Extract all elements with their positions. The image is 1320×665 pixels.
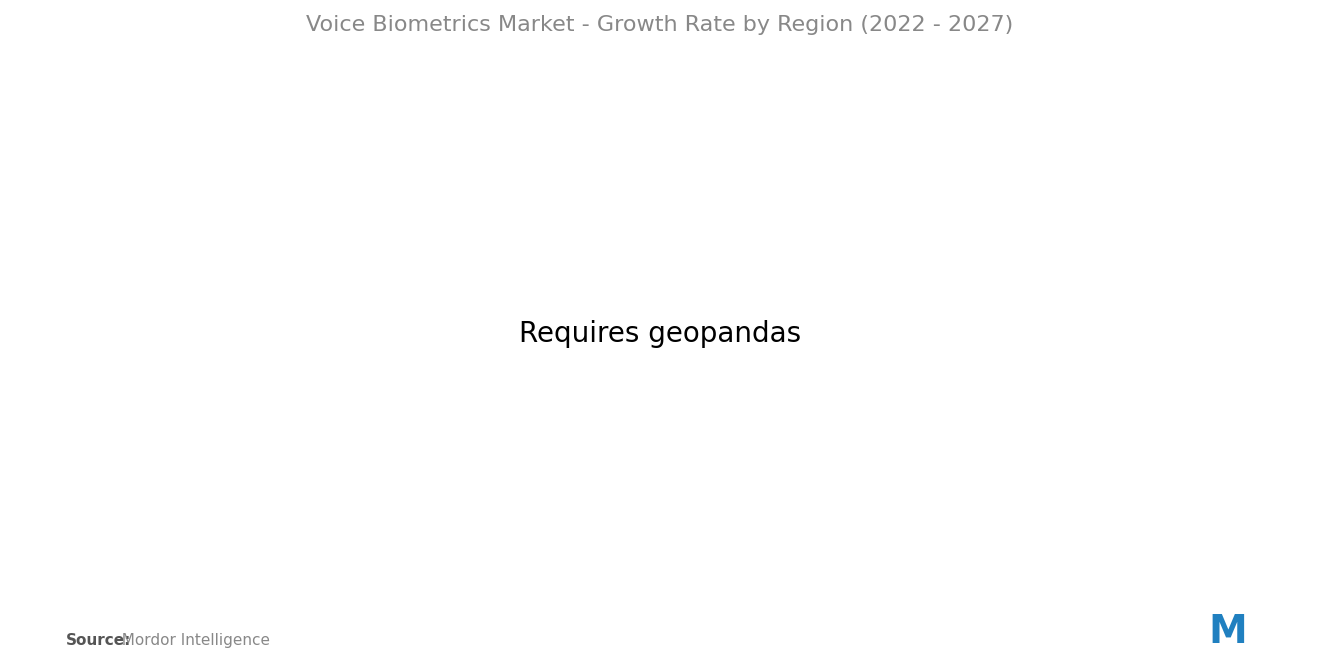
Text: Requires geopandas: Requires geopandas: [519, 321, 801, 348]
Text: Mordor Intelligence: Mordor Intelligence: [112, 633, 271, 648]
Title: Voice Biometrics Market - Growth Rate by Region (2022 - 2027): Voice Biometrics Market - Growth Rate by…: [306, 15, 1014, 35]
Text: M: M: [1208, 612, 1247, 651]
Text: Source:: Source:: [66, 633, 132, 648]
